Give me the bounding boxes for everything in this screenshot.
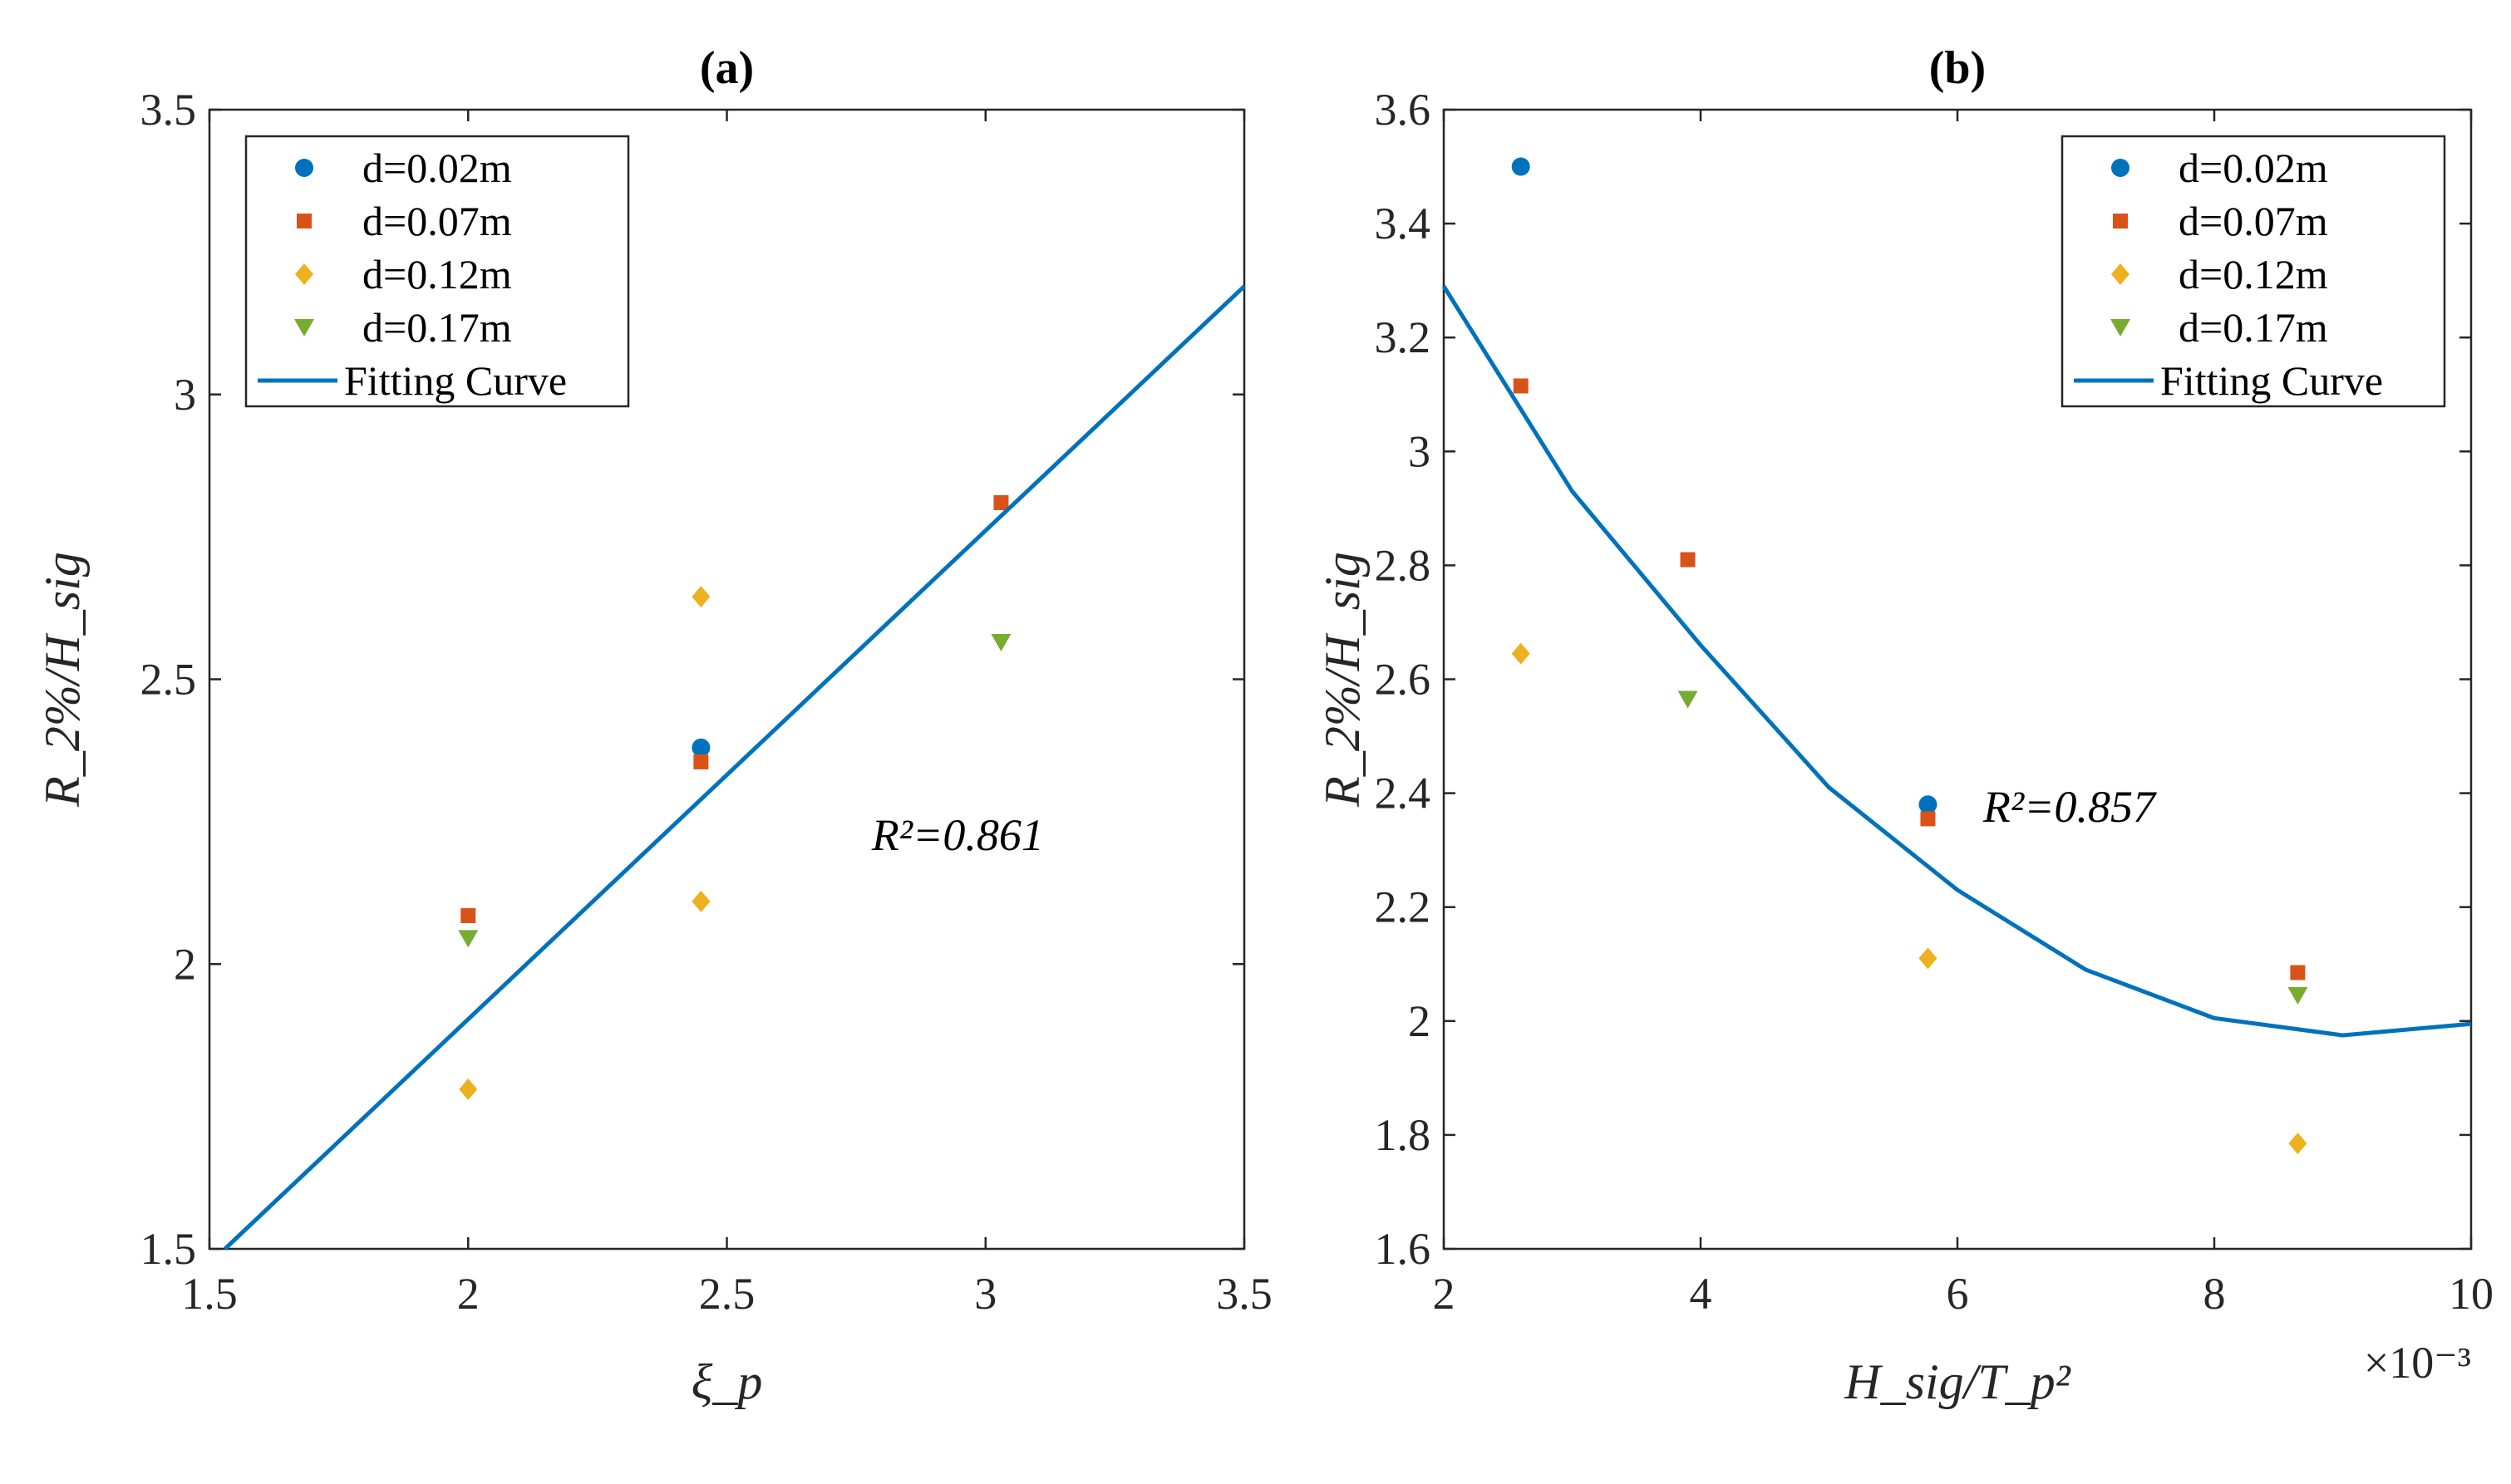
data-point — [459, 1079, 478, 1101]
legend-label: Fitting Curve — [2160, 357, 2383, 404]
fitting-curve — [223, 284, 1246, 1251]
legend-marker-icon — [2113, 214, 2128, 228]
legend-label: d=0.17m — [2179, 304, 2328, 351]
y-tick-label: 3.2 — [1375, 312, 1431, 362]
legend-label: d=0.07m — [2179, 198, 2328, 244]
series-d-0-17m — [458, 633, 1012, 948]
y-tick-label: 2.5 — [140, 655, 197, 705]
data-point — [2290, 965, 2306, 980]
data-point — [458, 930, 479, 948]
legend-marker-icon — [295, 263, 313, 285]
series-fitting-curve — [1441, 285, 2472, 1038]
data-point — [2288, 1133, 2307, 1155]
x-axis-label: ξ_p — [692, 1354, 763, 1409]
data-point — [993, 494, 1009, 510]
x-axis-label: H_sig/T_p² — [1844, 1354, 2070, 1409]
y-tick-label: 2 — [174, 939, 196, 989]
x-tick-label: 8 — [2203, 1269, 2226, 1319]
x-tick-label: 10 — [2449, 1269, 2494, 1319]
y-tick-label: 3.4 — [1375, 199, 1431, 248]
legend-marker-icon — [2110, 319, 2130, 337]
fitting-curve — [1441, 285, 2472, 1038]
legend-label: d=0.02m — [2179, 145, 2328, 191]
x-tick-label: 3.5 — [1216, 1269, 1273, 1319]
data-point — [2287, 986, 2308, 1005]
y-tick-label: 1.8 — [1375, 1110, 1431, 1160]
x-tick-label: 6 — [1947, 1269, 1969, 1319]
legend: d=0.02m d=0.07m d=0.12m d=0.17m Fitting Curv… — [2060, 135, 2446, 408]
chart-a: 1.5 2 2.5 3 3.5 1.5 2 2.5 3 3.5 (a) ξ_p R_2%/H_sig R²… — [35, 42, 1273, 1409]
data-point — [692, 738, 711, 757]
legend-marker-icon — [295, 159, 313, 177]
legend-label: d=0.12m — [362, 251, 512, 297]
series-d-0-12m — [1511, 642, 2307, 1155]
data-point — [991, 633, 1012, 651]
data-point — [1918, 947, 1937, 970]
legend-marker-icon — [2111, 159, 2129, 177]
data-point — [693, 754, 709, 769]
data-point — [692, 890, 711, 912]
y-tick-label: 3 — [1408, 426, 1430, 476]
chart-title: (b) — [1929, 42, 1986, 94]
series-d-0-12m — [459, 586, 711, 1101]
data-point — [1511, 157, 1530, 176]
series-d-0-17m — [1677, 690, 2308, 1005]
legend-label: Fitting Curve — [344, 357, 567, 404]
x-tick-label: 4 — [1690, 1269, 1712, 1319]
x-multiplier: ×10⁻³ — [2364, 1338, 2471, 1388]
legend-marker-icon — [2111, 263, 2129, 285]
x-tick-label: 2.5 — [699, 1269, 756, 1319]
data-point — [460, 907, 476, 923]
series-d-0-07m — [1513, 378, 2306, 980]
data-point — [1513, 378, 1529, 394]
r-squared-annotation: R²=0.857 — [1982, 782, 2157, 832]
legend-label: d=0.17m — [362, 304, 512, 351]
x-tick-label: 1.5 — [181, 1269, 238, 1319]
data-point — [692, 586, 711, 608]
data-point — [1677, 690, 1698, 709]
legend-label: d=0.12m — [2179, 251, 2328, 297]
y-tick-label: 1.6 — [1375, 1224, 1431, 1274]
series-d-0-02m — [1511, 157, 1937, 814]
legend-marker-icon — [294, 319, 314, 337]
legend-label: d=0.02m — [362, 145, 512, 191]
series-d-0-07m — [460, 494, 1009, 923]
chart-title: (a) — [700, 42, 754, 94]
legend: d=0.02m d=0.07m d=0.12m d=0.17m Fitting Curv… — [244, 135, 630, 408]
x-tick-label: 2 — [457, 1269, 480, 1319]
y-tick-label: 3.5 — [140, 85, 197, 135]
y-tick-label: 2.6 — [1375, 655, 1431, 705]
r-squared-annotation: R²=0.861 — [871, 810, 1044, 860]
y-axis-label: R_2%/H_sig — [35, 552, 90, 808]
y-tick-label: 2.8 — [1375, 540, 1431, 590]
y-tick-label: 3 — [174, 370, 196, 420]
series-fitting-curve — [223, 284, 1246, 1251]
y-tick-label: 2.2 — [1375, 882, 1431, 932]
data-point — [1920, 811, 1936, 827]
y-tick-label: 1.5 — [140, 1224, 197, 1274]
x-tick-label: 3 — [974, 1269, 997, 1319]
y-tick-label: 2 — [1408, 996, 1430, 1046]
y-tick-label: 2.4 — [1375, 769, 1431, 818]
y-axis-label: R_2%/H_sig — [1315, 552, 1370, 808]
series-d-0-02m — [692, 738, 711, 757]
data-point — [1680, 552, 1696, 568]
legend-marker-icon — [297, 214, 312, 228]
y-tick-label: 3.6 — [1375, 85, 1431, 135]
x-tick-label: 2 — [1433, 1269, 1455, 1319]
data-point — [1511, 642, 1530, 665]
chart-b: 2 4 6 8 10 1.6 1.8 2 2.2 2.4 2.6 2.8 3 3.2 3.4 3.6 (b) H_… — [1315, 42, 2494, 1409]
data-point — [1918, 795, 1937, 814]
legend-label: d=0.07m — [362, 198, 512, 244]
